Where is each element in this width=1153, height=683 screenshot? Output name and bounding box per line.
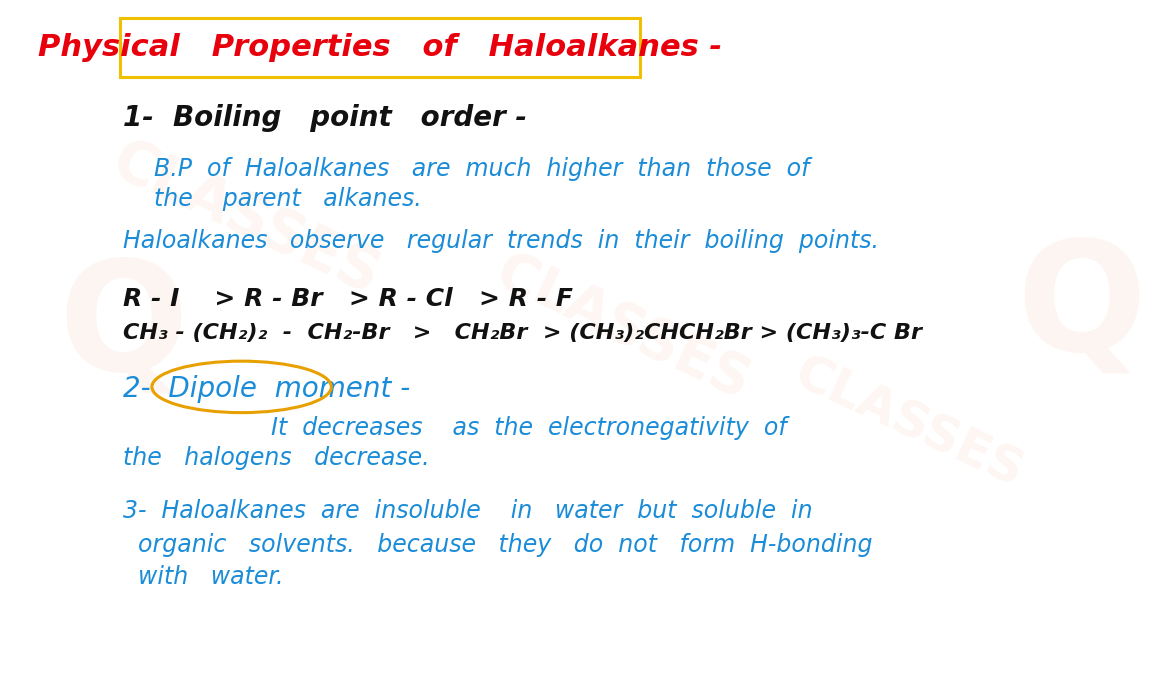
Text: Physical   Properties   of   Haloalkanes -: Physical Properties of Haloalkanes - [38, 33, 722, 62]
Text: Q: Q [59, 253, 188, 402]
Text: CLASSES: CLASSES [786, 349, 1031, 497]
Text: CH₃ - (CH₂)₂  -  CH₂-Br   >   CH₂Br  > (CH₃)₂CHCH₂Br > (CH₃)₃-C Br: CH₃ - (CH₂)₂ - CH₂-Br > CH₂Br > (CH₃)₂CH… [123, 323, 922, 344]
Text: It  decreases    as  the  electronegativity  of: It decreases as the electronegativity of [271, 416, 786, 441]
Text: 2-  Dipole  moment -: 2- Dipole moment - [123, 375, 410, 403]
Text: the   halogens   decrease.: the halogens decrease. [123, 446, 430, 470]
Text: with   water.: with water. [123, 566, 284, 589]
Text: Haloalkanes   observe   regular  trends  in  their  boiling  points.: Haloalkanes observe regular trends in th… [123, 229, 880, 253]
Text: CLASSES: CLASSES [103, 133, 389, 307]
Text: 1-  Boiling   point   order -: 1- Boiling point order - [123, 104, 527, 132]
Text: 3-  Haloalkanes  are  insoluble    in   water  but  soluble  in: 3- Haloalkanes are insoluble in water bu… [123, 499, 813, 523]
Text: the    parent   alkanes.: the parent alkanes. [155, 187, 422, 211]
Text: CLASSES: CLASSES [487, 245, 759, 410]
Text: B.P  of  Haloalkanes   are  much  higher  than  those  of: B.P of Haloalkanes are much higher than … [155, 157, 809, 181]
Text: Q: Q [1017, 233, 1146, 382]
Text: R - I    > R - Br   > R - Cl   > R - F: R - I > R - Br > R - Cl > R - F [123, 288, 573, 311]
Text: organic   solvents.   because   they   do  not   form  H-bonding: organic solvents. because they do not fo… [123, 533, 873, 557]
